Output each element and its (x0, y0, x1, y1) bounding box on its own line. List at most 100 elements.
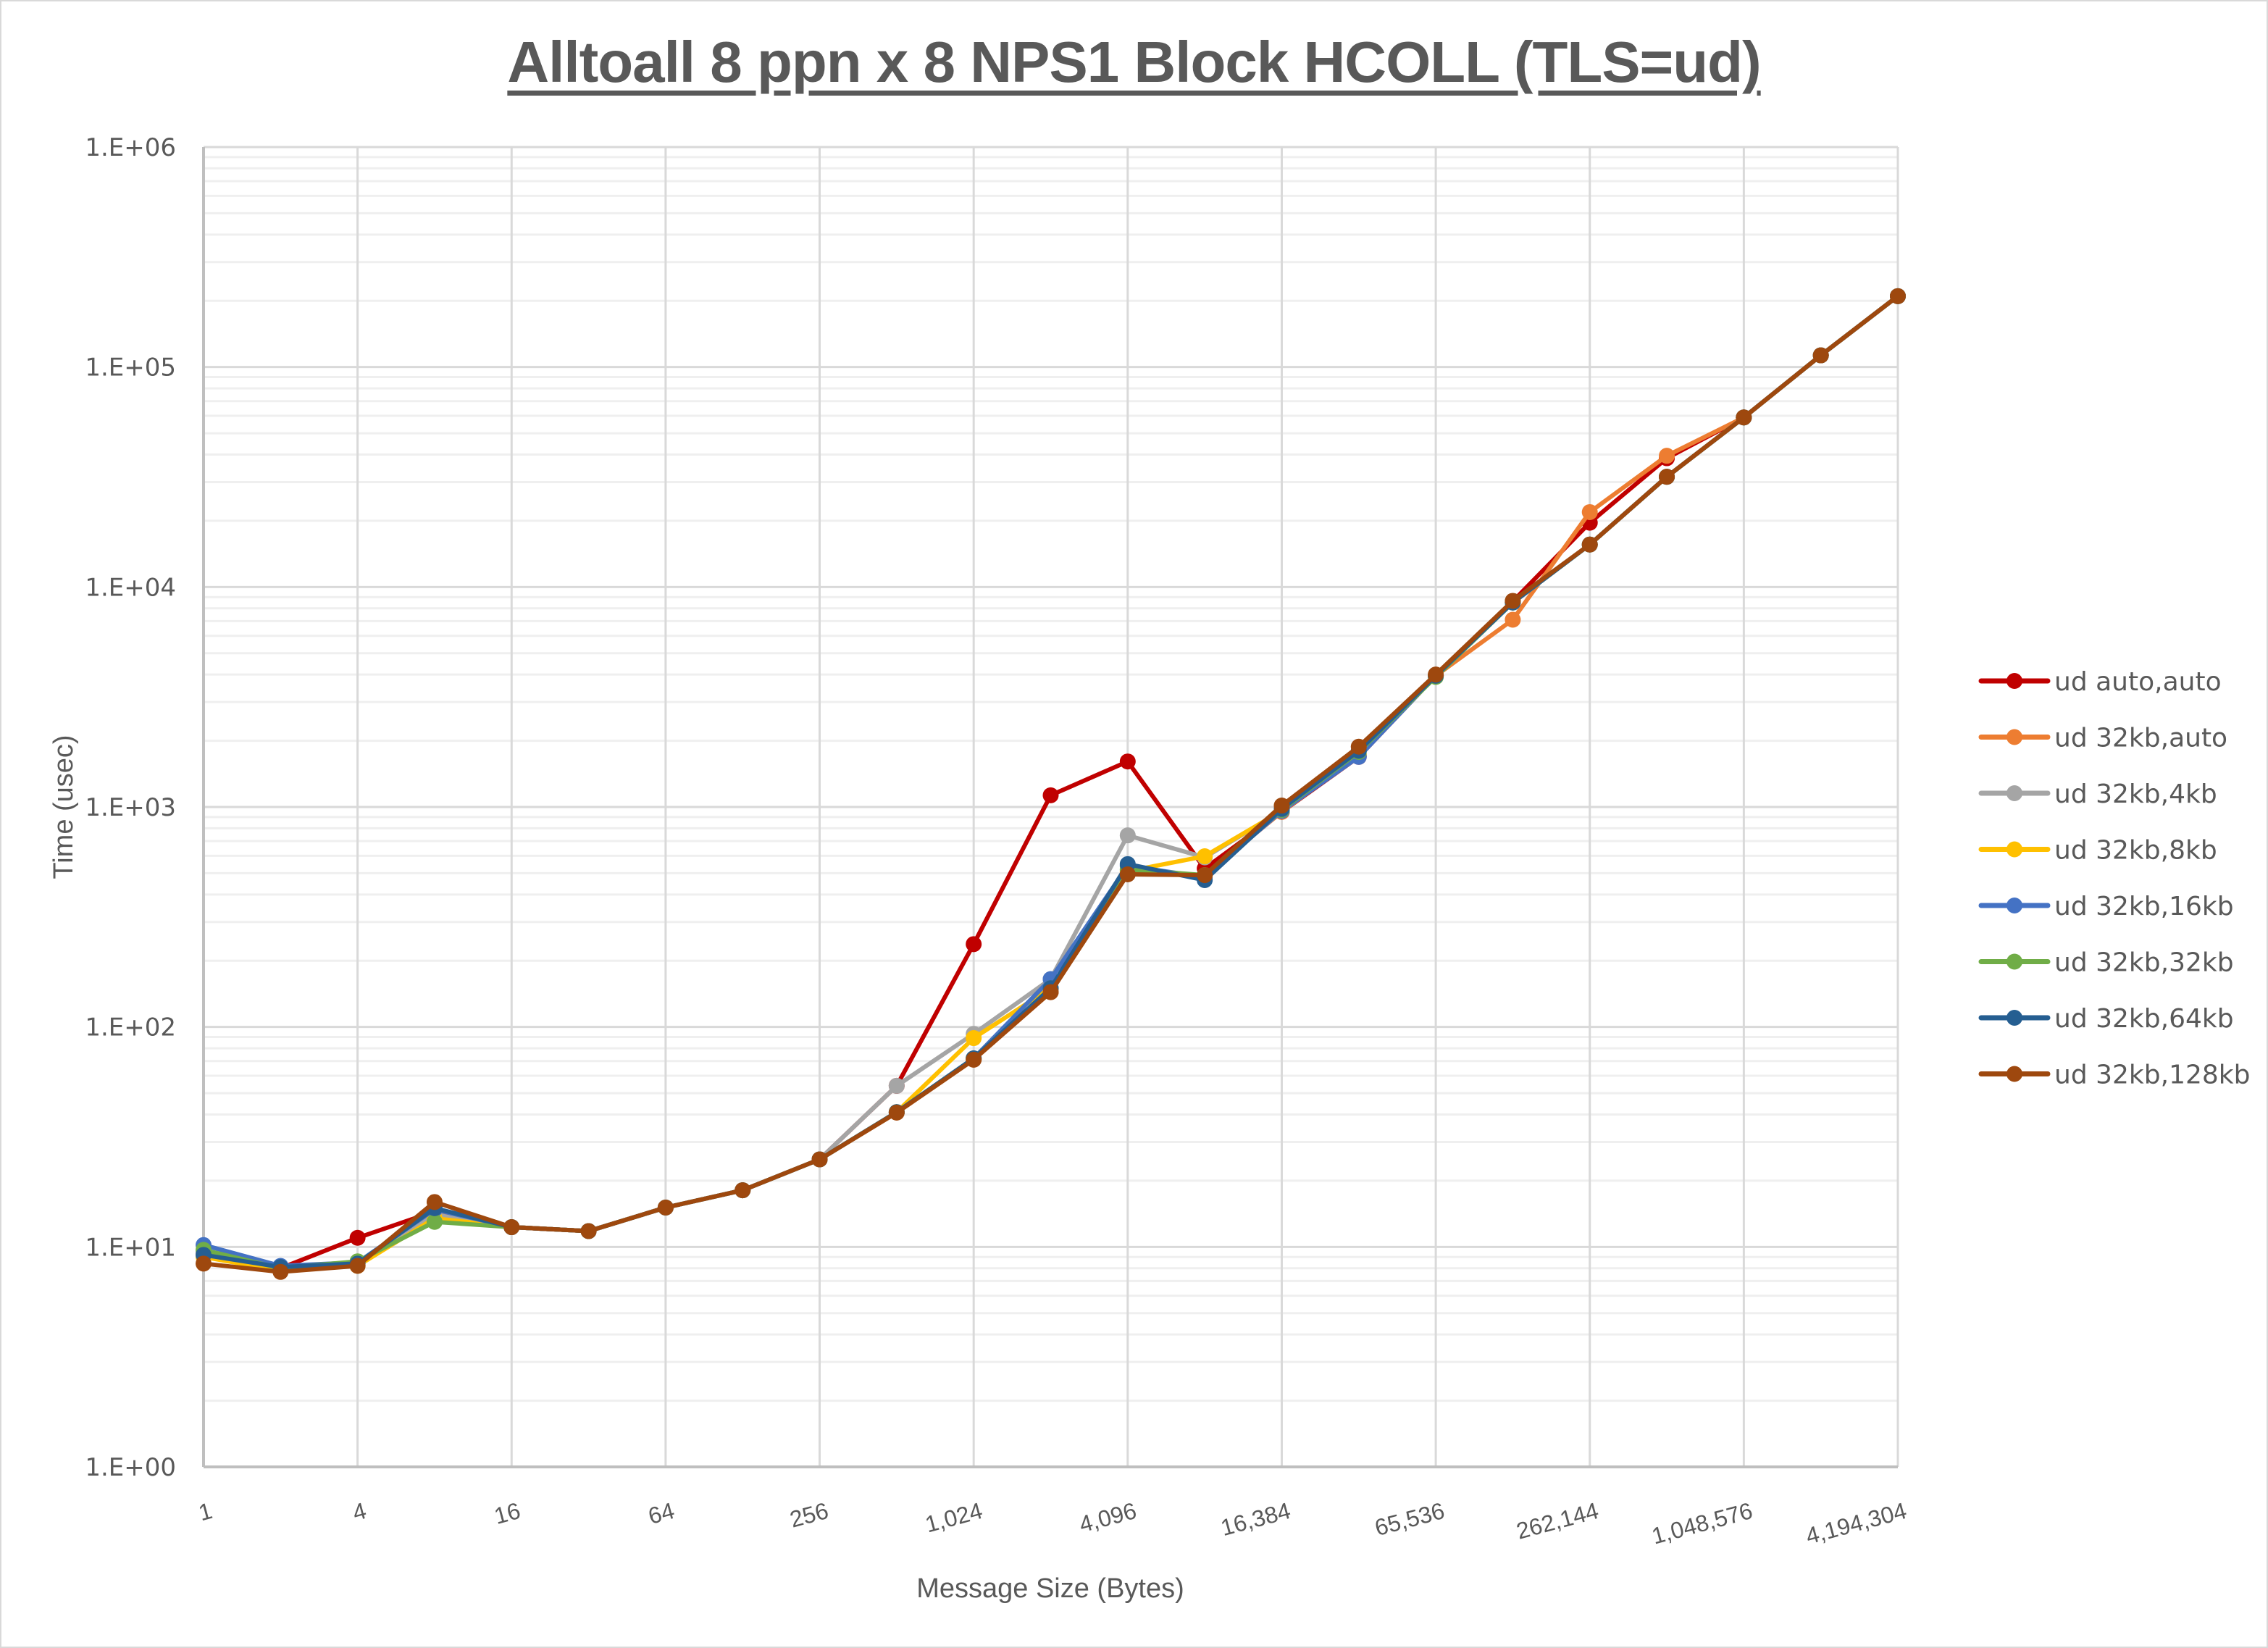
series-ud-32kb-auto (196, 288, 1906, 1276)
data-point (1119, 866, 1136, 883)
legend-dot-marker-icon (2007, 729, 2022, 745)
data-point (1812, 347, 1829, 364)
legend-item: ud 32kb,8kb (1978, 836, 2217, 866)
legend-label: ud 32kb,4kb (2054, 779, 2217, 809)
legend-label: ud 32kb,64kb (2054, 1004, 2234, 1034)
legend-item: ud 32kb,32kb (1978, 948, 2234, 978)
x-tick-label: 256 (787, 1497, 831, 1533)
legend-label: ud 32kb,32kb (2054, 948, 2234, 978)
y-axis-tick-labels: 1.E+00 1.E+01 1.E+02 1.E+03 1.E+04 1.E+05 1.E+… (85, 133, 176, 1482)
data-point (1273, 798, 1290, 814)
legend-item: ud 32kb,64kb (1978, 1004, 2234, 1034)
series-line (203, 294, 1899, 1270)
data-point (426, 1213, 443, 1230)
legend-item: ud 32kb,16kb (1978, 892, 2234, 921)
data-point (1042, 787, 1059, 803)
y-axis-title: Time (usec) (49, 735, 79, 879)
series-line (203, 294, 1899, 1271)
legend-item: ud 32kb,auto (1978, 724, 2227, 753)
data-point (349, 1229, 366, 1246)
series-line (203, 294, 1899, 1273)
data-point (888, 1104, 905, 1121)
chart-title: Alltoall 8 ppn x 8 NPS1 Block HCOLL (TLS… (507, 30, 1761, 94)
series-line (203, 294, 1899, 1274)
series-line (203, 294, 1899, 1271)
x-tick-label: 65,536 (1372, 1497, 1447, 1541)
legend-label: ud 32kb,auto (2054, 724, 2227, 753)
series-ud-32kb-16kb (196, 288, 1906, 1274)
data-point (1197, 867, 1213, 884)
legend-label: ud 32kb,8kb (2054, 836, 2217, 866)
data-point (1581, 536, 1598, 553)
data-point (1350, 738, 1367, 755)
major-gridlines (202, 146, 1899, 1467)
legend-label: ud 32kb,16kb (2054, 892, 2234, 921)
legend-item: ud 32kb,4kb (1978, 779, 2217, 809)
x-tick-label: 4,096 (1076, 1497, 1139, 1537)
x-tick-label: 4 (350, 1497, 369, 1526)
data-point (1197, 848, 1213, 865)
x-tick-label: 4,194,304 (1803, 1497, 1909, 1549)
legend-dot-marker-icon (2007, 785, 2022, 801)
data-point (1581, 503, 1598, 520)
x-axis-tick-labels: 1 4 16 64 256 1,024 4,096 16,384 65,536 262,144 1,… (196, 1497, 1909, 1549)
minor-gridlines (204, 156, 1898, 1402)
data-point (580, 1223, 597, 1239)
data-point (272, 1263, 289, 1280)
series-ud-32kb-64kb (196, 288, 1906, 1276)
series-ud-32kb-32kb (196, 288, 1906, 1276)
data-point (1428, 666, 1444, 683)
data-point (1505, 611, 1521, 628)
data-point (349, 1258, 366, 1274)
legend-dot-marker-icon (2007, 953, 2022, 970)
data-point (1659, 448, 1675, 464)
x-tick-label: 1,048,576 (1649, 1497, 1755, 1549)
data-point (966, 1051, 982, 1068)
legend-dot-marker-icon (2007, 673, 2022, 689)
data-point (1119, 753, 1136, 770)
y-tick-label: 1.E+02 (85, 1013, 176, 1042)
series-ud-32kb-128kb (196, 288, 1906, 1280)
x-tick-label: 16,384 (1218, 1497, 1293, 1541)
data-point (1505, 593, 1521, 609)
data-series (196, 288, 1906, 1280)
y-tick-label: 1.E+04 (85, 573, 176, 602)
data-point (426, 1194, 443, 1210)
data-point (196, 1255, 212, 1272)
data-point (1890, 288, 1906, 304)
series-line (203, 294, 1899, 1271)
series-line (203, 294, 1899, 1271)
legend-item: ud 32kb,128kb (1978, 1061, 2250, 1090)
x-tick-label: 64 (645, 1497, 677, 1529)
legend-label: ud auto,auto (2054, 667, 2222, 697)
legend-dot-marker-icon (2007, 841, 2022, 858)
data-point (1736, 409, 1752, 426)
x-tick-label: 1 (196, 1497, 215, 1526)
data-point (888, 1077, 905, 1094)
data-point (811, 1151, 828, 1168)
data-point (657, 1199, 674, 1216)
series-ud-auto-auto (196, 288, 1906, 1276)
series-ud-32kb-8kb (196, 288, 1906, 1279)
series-ud-32kb-4kb (196, 288, 1906, 1276)
legend-dot-marker-icon (2007, 1010, 2022, 1026)
y-tick-label: 1.E+01 (85, 1233, 176, 1262)
legend-item: ud auto,auto (1978, 667, 2222, 697)
legend-dot-marker-icon (2007, 898, 2022, 913)
y-tick-label: 1.E+03 (85, 793, 176, 822)
x-tick-label: 1,024 (922, 1497, 985, 1537)
y-tick-label: 1.E+00 (85, 1453, 176, 1482)
x-tick-label: 16 (491, 1497, 523, 1529)
data-point (1119, 827, 1136, 844)
data-point (966, 936, 982, 953)
series-line (203, 294, 1899, 1268)
legend-label: ud 32kb,128kb (2054, 1061, 2250, 1090)
x-tick-label: 262,144 (1513, 1497, 1601, 1544)
legend-dot-marker-icon (2007, 1066, 2022, 1082)
y-tick-label: 1.E+05 (85, 354, 176, 382)
data-point (735, 1182, 751, 1199)
data-point (1042, 984, 1059, 1000)
y-tick-label: 1.E+06 (85, 133, 176, 162)
data-point (1659, 469, 1675, 485)
